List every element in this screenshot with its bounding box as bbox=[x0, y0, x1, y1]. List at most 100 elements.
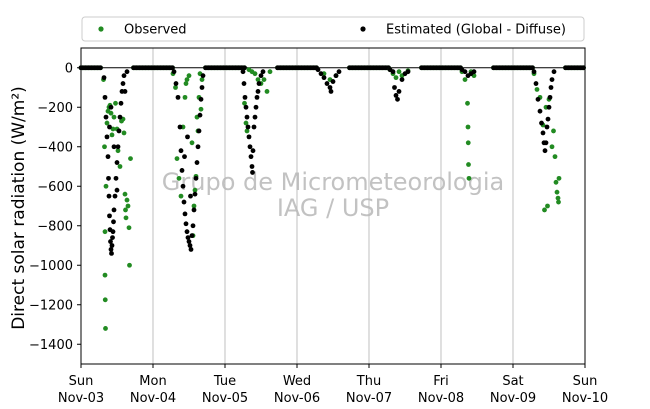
y-tick-label: −600 bbox=[37, 180, 73, 195]
observed-point bbox=[556, 175, 562, 181]
observed-point bbox=[108, 110, 114, 116]
observed-point bbox=[121, 130, 127, 136]
estimated-point bbox=[103, 114, 109, 120]
estimated-point bbox=[183, 221, 189, 227]
x-axis: Sun Nov-03 Mon Nov-04 Tue Nov-05 Wed Nov-06 Thu N… bbox=[58, 364, 608, 406]
observed-point bbox=[178, 193, 184, 199]
estimated-point bbox=[111, 219, 116, 225]
y-tick-label: −1000 bbox=[29, 259, 73, 274]
legend-marker-observed bbox=[98, 26, 104, 32]
estimated-point bbox=[462, 69, 468, 75]
observed-point bbox=[553, 179, 559, 185]
y-tick-label: −200 bbox=[37, 101, 73, 116]
estimated-point bbox=[330, 79, 336, 84]
observed-point bbox=[126, 225, 132, 231]
estimated-point bbox=[184, 229, 190, 235]
plot-frame bbox=[80, 47, 586, 365]
watermark-line-2: IAG / USP bbox=[277, 194, 389, 222]
observed-point bbox=[102, 144, 107, 150]
estimated-point bbox=[392, 85, 397, 90]
estimated-point bbox=[195, 144, 201, 150]
estimated-point bbox=[110, 235, 115, 241]
data-points bbox=[78, 65, 586, 331]
observed-point bbox=[128, 156, 133, 162]
observed-point bbox=[102, 272, 108, 278]
estimated-point bbox=[546, 104, 552, 110]
estimated-point bbox=[101, 75, 107, 81]
legend-box bbox=[81, 16, 585, 42]
observed-point bbox=[264, 89, 270, 94]
estimated-point bbox=[255, 89, 261, 94]
observed-point bbox=[110, 126, 116, 132]
observed-point bbox=[465, 100, 470, 106]
estimated-point bbox=[545, 116, 551, 122]
estimated-point bbox=[124, 69, 130, 75]
observed-point bbox=[103, 183, 109, 189]
estimated-point bbox=[109, 243, 115, 248]
observed-point bbox=[124, 197, 130, 203]
estimated-point bbox=[108, 239, 113, 244]
observed-point bbox=[462, 77, 468, 82]
estimated-point bbox=[109, 251, 114, 256]
estimated-point bbox=[196, 128, 202, 134]
estimated-point bbox=[192, 191, 198, 197]
y-axis-label: Direct solar radiation (W/m²) bbox=[9, 86, 29, 330]
estimated-point bbox=[122, 89, 128, 94]
estimated-point bbox=[542, 148, 548, 154]
estimated-point bbox=[190, 223, 196, 229]
estimated-point bbox=[539, 120, 544, 126]
observed-point bbox=[545, 203, 550, 209]
estimated-point bbox=[110, 229, 116, 235]
estimated-point bbox=[240, 69, 246, 75]
estimated-point bbox=[254, 94, 260, 100]
watermark-line-1: Grupo de Micrometeorologia bbox=[162, 168, 504, 196]
observed-point bbox=[465, 140, 471, 146]
observed-point bbox=[176, 175, 182, 181]
estimated-point bbox=[405, 69, 411, 75]
observed-point bbox=[113, 100, 118, 106]
estimated-point bbox=[107, 124, 112, 130]
estimated-point bbox=[114, 187, 120, 193]
observed-point bbox=[183, 81, 189, 86]
estimated-point bbox=[181, 199, 187, 205]
observed-point bbox=[199, 77, 205, 82]
estimated-point bbox=[178, 148, 184, 154]
observed-point bbox=[466, 162, 471, 167]
observed-point bbox=[393, 75, 399, 81]
estimated-point bbox=[116, 128, 122, 134]
estimated-point bbox=[197, 112, 203, 118]
x-tick-label-day: Fri bbox=[433, 374, 449, 389]
estimated-point bbox=[333, 73, 339, 79]
observed-point bbox=[117, 164, 123, 169]
observed-point bbox=[125, 203, 131, 209]
observed-point bbox=[556, 199, 561, 205]
estimated-point bbox=[551, 69, 557, 75]
estimated-point bbox=[120, 81, 126, 86]
estimated-point bbox=[242, 65, 247, 71]
estimated-point bbox=[241, 81, 247, 86]
estimated-point bbox=[250, 148, 256, 154]
observed-point bbox=[184, 77, 190, 82]
x-tick-label-date: Nov-07 bbox=[346, 391, 392, 406]
observed-point bbox=[267, 69, 273, 75]
legend-marker-estimated bbox=[360, 26, 366, 32]
x-tick-label-day: Sun bbox=[573, 374, 598, 389]
estimated-point bbox=[247, 144, 253, 150]
estimated-point bbox=[531, 69, 537, 75]
estimated-point bbox=[108, 247, 114, 252]
estimated-point bbox=[328, 89, 334, 94]
estimated-point bbox=[188, 193, 193, 199]
estimated-point bbox=[112, 193, 118, 199]
y-tick-label: −1200 bbox=[29, 298, 73, 313]
estimated-point bbox=[471, 69, 477, 75]
estimated-point bbox=[396, 89, 402, 94]
observed-point bbox=[242, 100, 247, 106]
x-tick-label-date: Nov-03 bbox=[58, 391, 104, 406]
estimated-point bbox=[177, 124, 183, 130]
watermark: Grupo de Micrometeorologia IAG / USP bbox=[162, 168, 504, 222]
estimated-point bbox=[258, 73, 264, 79]
observed-point bbox=[123, 207, 128, 213]
estimated-point bbox=[243, 104, 249, 110]
estimated-point bbox=[186, 239, 192, 244]
estimated-point bbox=[170, 65, 175, 71]
